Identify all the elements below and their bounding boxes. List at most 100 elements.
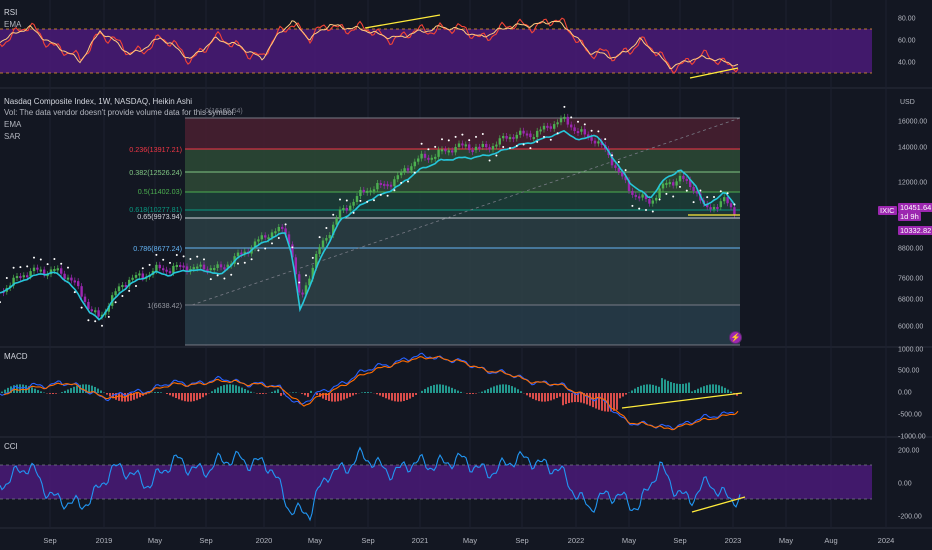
candle-body — [427, 157, 430, 160]
histogram-bar — [172, 393, 174, 397]
histogram-bar — [520, 391, 522, 393]
sar-dot — [148, 263, 151, 266]
sar-dot — [699, 189, 702, 192]
histogram-bar — [532, 393, 534, 399]
candle-body — [542, 125, 546, 130]
histogram-bar — [82, 384, 84, 393]
sar-dot — [672, 195, 675, 198]
candle-body — [236, 252, 240, 257]
histogram-bar — [55, 393, 57, 394]
histogram-bar — [637, 386, 639, 393]
sar-dot — [243, 261, 246, 264]
macd-pane-title[interactable]: MACD — [4, 352, 28, 361]
sar-dot — [26, 265, 29, 268]
sar-dot — [509, 147, 511, 150]
time-axis-label-9: Sep — [515, 536, 528, 545]
histogram-bar — [448, 386, 450, 393]
histogram-bar — [238, 386, 240, 393]
fib-label-6: 1(6638.42) — [147, 301, 182, 310]
candle-body — [192, 267, 195, 270]
sar-dot — [128, 289, 131, 292]
candle-body — [559, 118, 563, 123]
histogram-bar — [10, 386, 12, 393]
candle-body — [447, 150, 450, 153]
candle-body — [695, 191, 699, 194]
candle-body — [417, 158, 420, 162]
histogram-bar — [100, 390, 102, 393]
candle-body — [117, 286, 121, 292]
candle-body — [580, 129, 583, 132]
histogram-bar — [157, 392, 159, 393]
histogram-bar — [403, 393, 405, 401]
histogram-bar — [76, 385, 78, 393]
sar-dot — [155, 253, 158, 256]
lightning-icon[interactable]: ⚡ — [729, 331, 742, 344]
sar-dot — [230, 273, 233, 276]
histogram-bar — [40, 391, 42, 393]
candle-body — [90, 309, 93, 312]
candle-body — [141, 273, 144, 279]
histogram-bar — [385, 393, 387, 399]
histogram-bar — [514, 387, 516, 393]
candle-body — [478, 146, 481, 149]
cci-pane-title[interactable]: CCI — [4, 442, 18, 451]
cci-trendline — [691, 496, 746, 513]
sar-dot — [203, 258, 205, 261]
histogram-bar — [529, 393, 531, 398]
price-tick-1: 14000.00 — [898, 145, 927, 152]
candle-body — [172, 265, 175, 273]
histogram-bar — [460, 391, 462, 393]
histogram-bar — [712, 384, 714, 393]
candle-body — [587, 134, 590, 138]
histogram-bar — [88, 384, 90, 393]
sar-dot — [468, 139, 471, 142]
histogram-bar — [94, 386, 96, 393]
histogram-bar — [244, 388, 246, 393]
histogram-bar — [130, 393, 132, 401]
candle-body — [457, 143, 461, 147]
candle-body — [213, 267, 216, 270]
histogram-bar — [484, 390, 486, 393]
histogram-bar — [595, 393, 597, 409]
candle-body — [505, 135, 508, 139]
candle-body — [658, 188, 661, 198]
histogram-bar — [511, 386, 513, 393]
sar-dot — [271, 242, 273, 245]
ema-indicator-label[interactable]: EMA — [4, 120, 22, 129]
histogram-bar — [616, 393, 618, 410]
histogram-bar — [496, 385, 498, 393]
candle-body — [226, 264, 229, 268]
histogram-bar — [202, 393, 204, 398]
sar-dot — [611, 154, 613, 157]
candle-body — [158, 264, 161, 269]
sar-dot — [0, 301, 1, 304]
candle-body — [706, 203, 709, 208]
sar-dot — [583, 123, 586, 126]
candle-body — [709, 207, 712, 210]
time-axis-label-10: 2022 — [568, 536, 585, 545]
candle-body — [318, 247, 321, 254]
candle-body — [243, 251, 246, 254]
histogram-bar — [619, 393, 621, 399]
cci-band — [0, 465, 872, 499]
candle-body — [723, 197, 726, 202]
histogram-bar — [694, 390, 696, 393]
candle-body — [665, 182, 668, 185]
candle-body — [454, 146, 457, 153]
histogram-bar — [70, 388, 72, 393]
histogram-bar — [139, 393, 141, 398]
candle-body — [287, 234, 291, 245]
histogram-bar — [334, 393, 336, 402]
candle-body — [60, 268, 63, 274]
candle-body — [372, 189, 376, 192]
histogram-bar — [613, 393, 615, 411]
candle-body — [131, 277, 134, 280]
main-chart-title[interactable]: Nasdaq Composite Index, 1W, NASDAQ, Heik… — [4, 97, 193, 106]
sar-dot — [502, 145, 505, 148]
sar-dot — [12, 266, 15, 269]
sar-indicator-label[interactable]: SAR — [4, 132, 21, 141]
histogram-bar — [229, 384, 231, 393]
sar-dot — [345, 199, 348, 202]
histogram-bar — [28, 386, 30, 393]
